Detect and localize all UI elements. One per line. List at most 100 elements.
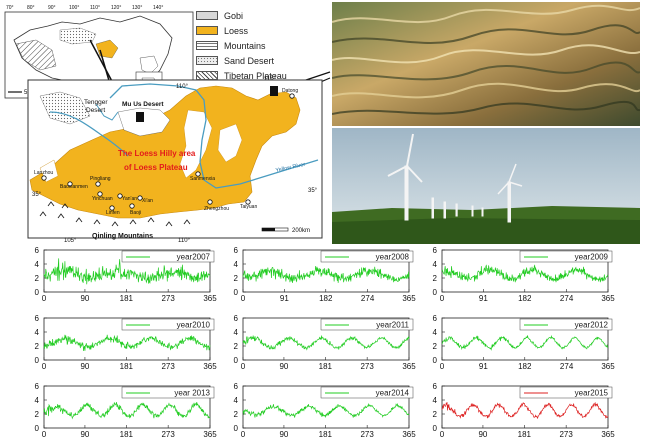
legend-box (320, 250, 414, 263)
y-tick-label: 2 (234, 342, 239, 351)
x-tick-label: 365 (601, 294, 615, 303)
wind-farm-photo (332, 128, 640, 244)
series-line (242, 266, 410, 283)
legend-box (519, 250, 613, 263)
y-tick-label: 6 (433, 314, 438, 323)
wind-speed-panel: 0 2 4 6 0 91 182 274 365 year2008 (215, 246, 417, 303)
map-legend: Gobi Loess Mountains Sand Desert Tibetan… (196, 8, 332, 83)
panel-svg: 0 2 4 6 0 90 181 273 365 year2014 (234, 382, 417, 439)
x-tick-label: 181 (120, 294, 134, 303)
x-tick-label: 365 (402, 294, 416, 303)
x-tick-label: 182 (518, 294, 532, 303)
wind-speed-panel: 0 2 4 6 0 90 181 273 365 year2010 (16, 314, 218, 371)
series-line (441, 334, 608, 351)
y-tick-label: 4 (35, 260, 40, 269)
y-tick-label: 6 (433, 382, 438, 391)
x-tick-label: 274 (361, 294, 375, 303)
y-tick-label: 2 (35, 342, 40, 351)
y-tick-label: 2 (234, 410, 239, 419)
y-tick-label: 6 (35, 382, 40, 391)
lon-105-label: 105° (64, 238, 77, 244)
wind-speed-panel: 0 2 4 6 0 91 182 274 365 year2009 (414, 246, 616, 303)
x-tick-label: 365 (203, 430, 217, 439)
lon-110-label: 110° (176, 84, 189, 90)
series-line (43, 258, 211, 285)
series-line (43, 334, 211, 351)
legend-series-name: year2010 (177, 321, 211, 330)
y-tick-label: 0 (433, 424, 438, 433)
x-tick-label: 90 (279, 362, 288, 371)
y-tick-label: 2 (433, 274, 438, 283)
loess-swatch (196, 26, 218, 35)
x-tick-label: 91 (479, 362, 488, 371)
legend-label: Tibetan Plateau (224, 70, 287, 81)
turbine-group (387, 133, 523, 223)
city-label: Baoxianmen (60, 184, 88, 190)
y-tick-label: 6 (234, 314, 239, 323)
series-line (242, 402, 410, 419)
x-tick-label: 181 (120, 430, 134, 439)
inset-tick-label: 140° (153, 5, 163, 11)
y-tick-label: 4 (35, 396, 40, 405)
map-svg: 70°80°90°100°110°120°130°140° 500km (4, 5, 331, 244)
x-tick-label: 91 (479, 294, 488, 303)
x-tick-label: 90 (279, 430, 288, 439)
x-tick-label: 273 (161, 294, 175, 303)
loess-terrain-photo (331, 2, 641, 126)
y-tick-label: 0 (35, 424, 40, 433)
lat-35b-label: 35° (32, 192, 42, 198)
inset-tick-label: 70° (6, 5, 14, 11)
x-tick-label: 0 (241, 430, 246, 439)
x-tick-label: 365 (203, 362, 217, 371)
legend-box (320, 386, 414, 399)
x-tick-label: 0 (42, 294, 47, 303)
study-site-marker (270, 86, 278, 96)
x-tick-label: 182 (319, 294, 333, 303)
y-tick-label: 2 (433, 342, 438, 351)
qinling-label: Qinling Mountains (92, 233, 153, 240)
wind-speed-panel: 0 2 4 6 0 91 182 274 365 year2012 (414, 314, 616, 371)
tengger-desert-area (39, 91, 91, 125)
y-tick-label: 6 (35, 314, 40, 323)
panel-svg: 0 2 4 6 0 90 181 273 365 year2010 (35, 314, 218, 371)
x-tick-label: 0 (440, 430, 445, 439)
city-label: Lanzhou (34, 170, 53, 176)
wind-speed-panel: 0 2 4 6 0 90 181 273 365 year2014 (215, 382, 417, 439)
panel-svg: 0 2 4 6 0 90 181 273 365 year 2013 (35, 382, 218, 439)
legend-label: Mountains (224, 40, 266, 51)
legend-label: Loess (224, 25, 249, 36)
sand-swatch (196, 56, 218, 65)
lon-110b-label: 110° (178, 238, 191, 244)
legend-label: Gobi (224, 10, 244, 21)
mu-us-label: Mu Us Desert (122, 101, 164, 108)
inset-tick-label: 120° (111, 5, 121, 11)
legend-item: Mountains (196, 38, 332, 53)
x-tick-label: 182 (518, 362, 532, 371)
inset-tick-label: 90° (48, 5, 56, 11)
legend-box (519, 386, 613, 399)
legend-series-name: year2014 (376, 389, 410, 398)
study-area-title-2: of Loess Plateau (124, 163, 188, 172)
y-tick-label: 0 (234, 424, 239, 433)
legend-box (519, 318, 613, 331)
x-tick-label: 273 (161, 430, 175, 439)
panel-svg: 0 2 4 6 0 90 181 273 365 year2011 (234, 314, 417, 371)
x-tick-label: 90 (80, 362, 89, 371)
legend-box (121, 386, 215, 399)
wind-speed-panel: 0 2 4 6 0 90 181 273 365 year2015 (414, 382, 616, 439)
y-tick-label: 0 (35, 288, 40, 297)
inset-tick-label: 100° (69, 5, 79, 11)
city-label: Yan'an (122, 196, 137, 202)
loess-plateau-map: 70°80°90°100°110°120°130°140° 500km (0, 0, 332, 244)
series-line (43, 402, 211, 420)
legend-item: Gobi (196, 8, 332, 23)
x-tick-label: 0 (440, 294, 445, 303)
x-tick-label: 0 (241, 362, 246, 371)
legend-series-name: year2015 (575, 389, 609, 398)
series-line (441, 264, 609, 283)
mountain-symbols (39, 201, 191, 227)
legend-series-name: year2007 (177, 253, 211, 262)
scale-label: 200km (292, 228, 310, 234)
x-tick-label: 0 (42, 362, 47, 371)
x-tick-label: 273 (360, 362, 374, 371)
